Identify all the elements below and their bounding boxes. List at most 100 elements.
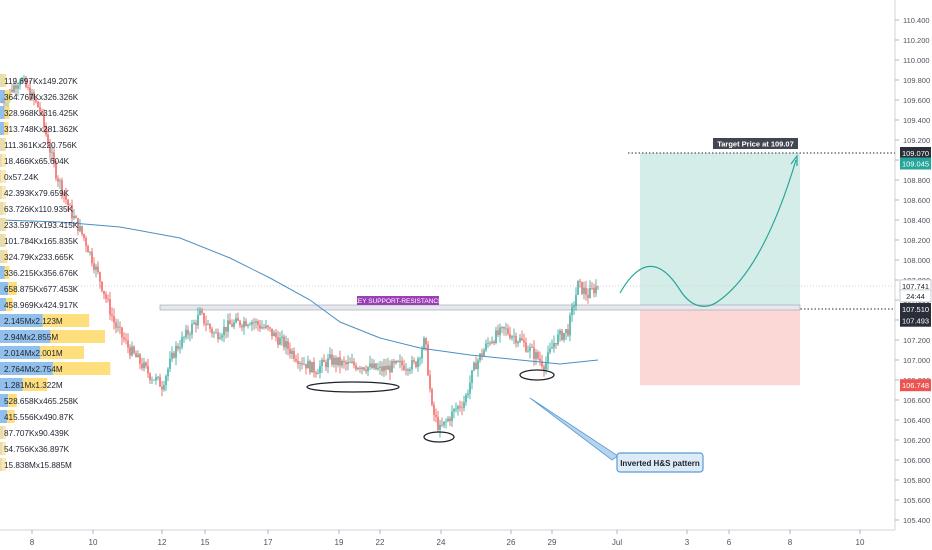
profit-zone	[640, 153, 800, 309]
candle-body	[253, 322, 255, 323]
candle-body	[593, 288, 595, 294]
candle-body	[335, 357, 337, 366]
candle-body	[387, 365, 389, 370]
volume-bar-base	[0, 442, 6, 455]
candle-body	[585, 287, 587, 295]
volume-bar-sell	[22, 378, 48, 391]
candle-body	[563, 332, 565, 340]
candle-body	[349, 361, 351, 363]
candle-body	[181, 337, 183, 348]
candle-body	[159, 376, 161, 387]
countdown-axis-label: 24:44	[906, 292, 925, 301]
volume-bar-sell	[42, 314, 90, 327]
candle-body	[539, 358, 541, 361]
candle-body	[465, 395, 467, 403]
candle-body	[409, 369, 411, 371]
candle-body	[381, 366, 383, 372]
candle-body	[207, 324, 209, 326]
candle-body	[29, 87, 31, 100]
candle-body	[77, 218, 79, 232]
y-tick-label: 108.200	[903, 236, 930, 245]
candle-body	[51, 152, 53, 154]
candle-body	[391, 361, 393, 373]
candle-body	[339, 357, 341, 366]
candle-body	[483, 350, 485, 356]
candle-body	[485, 343, 487, 351]
candle-body	[285, 341, 287, 348]
candle-body	[331, 354, 333, 365]
candle-body	[31, 92, 33, 100]
candle-body	[267, 325, 269, 328]
candle-body	[201, 310, 203, 314]
callout-pointer	[529, 397, 619, 461]
y-tick-label: 107.000	[903, 356, 930, 365]
candle-body	[49, 145, 51, 153]
candle-body	[261, 327, 263, 329]
candle-body	[147, 366, 149, 374]
volume-profile-label: 101.784Kx165.835K	[4, 237, 79, 246]
candle-body	[445, 421, 447, 422]
candle-body	[435, 414, 437, 417]
volume-profile-label: 336.215Kx356.676K	[4, 269, 79, 278]
y-tick-label: 105.400	[903, 516, 930, 525]
target-label-bg	[713, 138, 798, 149]
x-tick-label: 10	[89, 538, 98, 547]
candle-body	[569, 315, 571, 336]
candle-body	[55, 163, 57, 179]
candle-body	[271, 328, 273, 337]
candle-body	[355, 365, 357, 370]
candle-body	[67, 199, 69, 206]
volume-profile-label: 0x57.24K	[4, 173, 39, 182]
candle-body	[347, 361, 349, 365]
candle-body	[469, 382, 471, 394]
x-tick-label: Jul	[612, 538, 622, 547]
y-tick-label: 109.200	[903, 136, 930, 145]
candle-body	[559, 330, 561, 335]
volume-bar-sell	[8, 282, 17, 295]
loss-zone	[640, 309, 800, 386]
y-tick-label: 109.600	[903, 96, 930, 105]
candle-body	[251, 322, 253, 325]
y-tick-label: 110.400	[903, 16, 930, 25]
candle-body	[555, 342, 557, 345]
candle-body	[493, 341, 495, 344]
candle-body	[69, 205, 71, 206]
candle-body	[361, 367, 363, 369]
candle-body	[283, 336, 285, 348]
candle-body	[61, 180, 63, 195]
candle-body	[57, 178, 59, 182]
volume-bar-sell	[6, 298, 13, 311]
x-tick-label: 19	[335, 538, 344, 547]
volume-bar-buy	[0, 378, 23, 391]
volume-bar-sell	[7, 410, 15, 423]
x-tick-label: 10	[856, 538, 865, 547]
candle-body	[557, 334, 559, 345]
candle-body	[139, 354, 141, 364]
candle-body	[581, 281, 583, 294]
candle-body	[423, 338, 425, 350]
volume-profile-label: 233.597Kx193.415K	[4, 221, 79, 230]
candle-body	[85, 238, 87, 246]
candle-body	[205, 323, 207, 325]
volume-bar-sell	[8, 394, 17, 407]
candlestick-series	[1, 75, 599, 438]
candle-body	[135, 352, 137, 358]
candle-body	[575, 294, 577, 306]
y-tick-label: 110.200	[903, 36, 930, 45]
candle-body	[293, 350, 295, 359]
volume-bar-buy	[0, 362, 53, 375]
candle-body	[583, 287, 585, 294]
candle-body	[121, 327, 123, 338]
candle-body	[93, 263, 95, 270]
volume-bar-buy	[0, 282, 9, 295]
volume-profile-label: 364.767Kx326.326K	[4, 93, 79, 102]
head-ellipse	[423, 431, 455, 443]
candle-body	[527, 350, 529, 352]
candle-body	[289, 349, 291, 354]
candle-body	[459, 406, 461, 408]
volume-profile-label: 658.875Kx677.453K	[4, 285, 79, 294]
candle-body	[35, 99, 37, 102]
candle-body	[401, 360, 403, 366]
